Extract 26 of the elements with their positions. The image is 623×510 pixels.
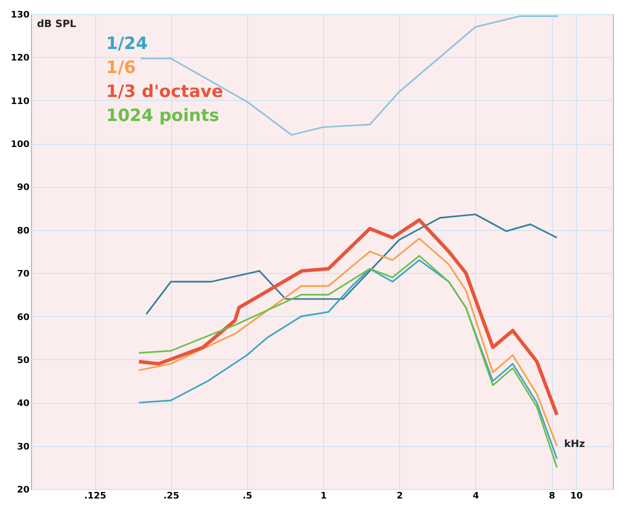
x-tick-label: .5 bbox=[242, 492, 252, 502]
x-tick-label: .25 bbox=[163, 492, 180, 502]
x-axis-title: kHz bbox=[564, 439, 586, 450]
y-tick-label: 100 bbox=[10, 140, 30, 150]
y-tick-label: 90 bbox=[16, 183, 30, 194]
y-tick-label: 130 bbox=[10, 10, 30, 20]
x-tick-label: 1 bbox=[320, 492, 327, 502]
x-tick-label: 8 bbox=[548, 492, 556, 502]
y-tick-label: 50 bbox=[16, 356, 30, 366]
x-tick-label: 10 bbox=[570, 492, 583, 502]
text: 1024 points bbox=[106, 106, 220, 126]
x-tick-label: .125 bbox=[84, 492, 106, 502]
y-tick-label: 30 bbox=[16, 442, 30, 452]
text: 1/24 bbox=[106, 34, 148, 54]
y-axis-title: dB SPL bbox=[37, 19, 77, 30]
y-tick-label: 80 bbox=[16, 226, 30, 236]
y-tick-label: 120 bbox=[10, 54, 30, 64]
y-tick-label: 40 bbox=[16, 399, 30, 410]
y-tick-label: 20 bbox=[16, 486, 30, 496]
y-tick-label: 110 bbox=[10, 96, 30, 107]
text: 1/3 d'octave bbox=[106, 82, 224, 102]
y-tick-label: 60 bbox=[16, 312, 30, 323]
y-tick-label: 70 bbox=[16, 270, 30, 280]
text: 1/6 bbox=[106, 58, 136, 78]
x-tick-label: 2 bbox=[396, 492, 403, 502]
x-tick-label: 4 bbox=[472, 492, 480, 502]
